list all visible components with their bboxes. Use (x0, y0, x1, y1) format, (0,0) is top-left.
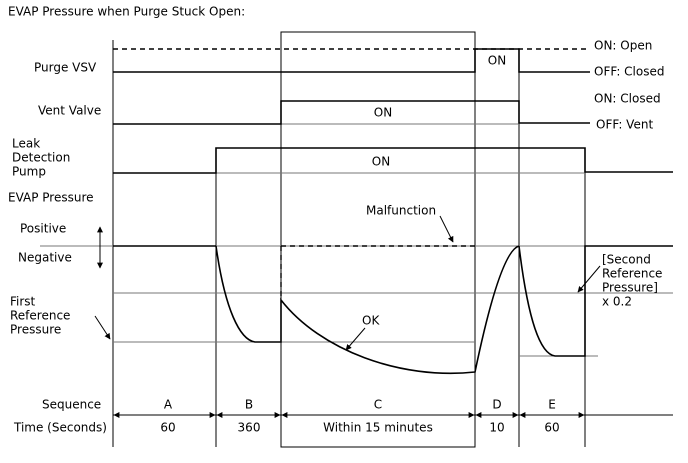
annotation: OK (362, 314, 380, 328)
sequence-step: B (245, 398, 253, 412)
pressure-label: First (10, 295, 36, 309)
title: EVAP Pressure when Purge Stuck Open: (8, 5, 245, 19)
sequence-step: C (374, 398, 382, 412)
pressure-label: Negative (18, 251, 72, 265)
state-label: ON: Open (594, 39, 652, 53)
on-label: ON (374, 106, 392, 120)
state-label: OFF: Vent (596, 118, 653, 132)
signal-label: Leak (12, 137, 40, 151)
pressure-label: Reference (602, 267, 662, 281)
state-label: ON: Closed (594, 92, 661, 106)
pressure-label: Pressure] (602, 281, 658, 295)
signal-label: Purge VSV (34, 61, 97, 75)
pressure-label: x 0.2 (602, 295, 632, 309)
on-label: ON (488, 54, 506, 68)
on-label: ON (372, 155, 390, 169)
sequence-step: A (164, 398, 173, 412)
pressure-label: [Second (602, 253, 651, 267)
sequence-step: D (492, 398, 501, 412)
time-value: 60 (160, 421, 175, 435)
signal-label: Vent Valve (38, 104, 101, 118)
state-label: OFF: Closed (594, 65, 664, 79)
time-value: Within 15 minutes (323, 421, 433, 435)
labels: EVAP Pressure when Purge Stuck Open: Pur… (8, 5, 664, 435)
pressure-label: Positive (20, 222, 66, 236)
signal-label: Pump (12, 165, 46, 179)
row-label: Sequence (42, 398, 101, 412)
sequence-step: E (548, 398, 556, 412)
signal-label: EVAP Pressure (8, 191, 94, 205)
time-value: 60 (544, 421, 559, 435)
time-value: 10 (489, 421, 504, 435)
row-label: Time (Seconds) (13, 421, 107, 435)
pressure-label: Reference (10, 309, 70, 323)
pressure-label: Pressure (10, 323, 61, 337)
signal-label: Detection (12, 151, 70, 165)
layout-lines (40, 31, 673, 448)
annotation: Malfunction (366, 204, 436, 218)
time-value: 360 (238, 421, 261, 435)
